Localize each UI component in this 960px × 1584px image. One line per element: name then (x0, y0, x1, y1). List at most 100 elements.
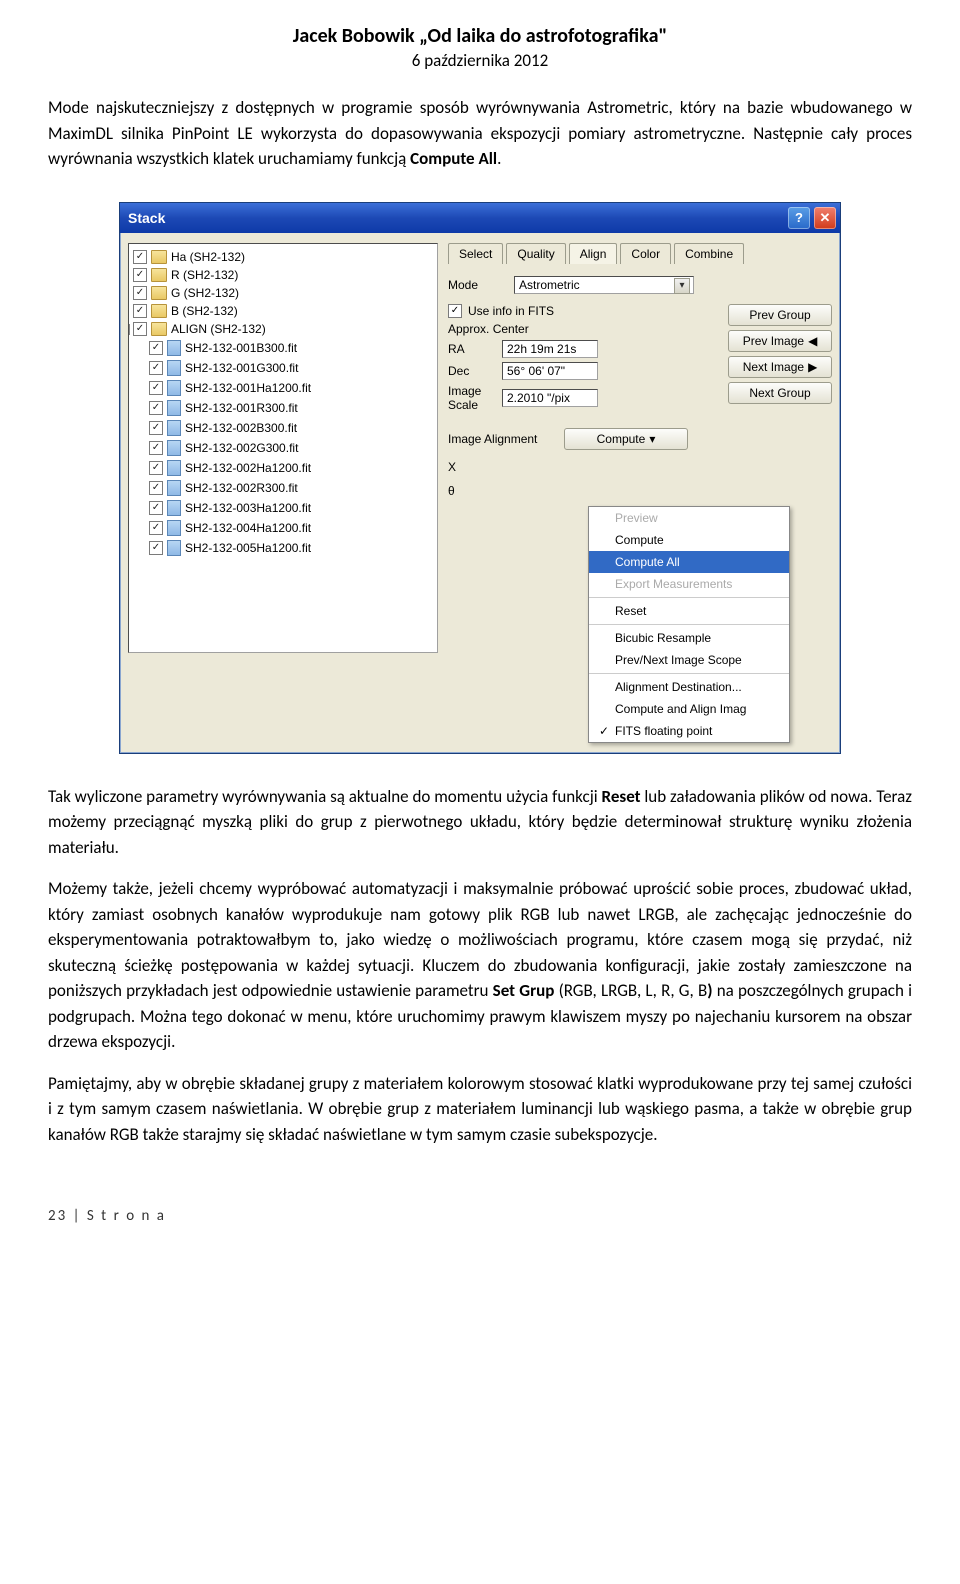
tree-group[interactable]: ✓ G (SH2-132) (133, 284, 433, 302)
paragraph-4: Pamiętajmy, aby w obrębie składanej grup… (48, 1071, 912, 1148)
close-button[interactable]: ✕ (814, 207, 836, 229)
checkbox-icon[interactable]: ✓ (149, 361, 163, 375)
stack-window: Stack ? ✕ ✓Ha (SH2-132)✓R (SH2-132)✓G (S… (119, 202, 841, 754)
menu-label: Alignment Destination... (615, 680, 742, 694)
folder-icon (151, 322, 167, 336)
tree-file[interactable]: ✓SH2-132-001B300.fit (149, 338, 433, 358)
text: Tak wyliczone parametry wyrównywania są … (48, 786, 602, 807)
tree-group[interactable]: ✓B (SH2-132) (133, 302, 433, 320)
checkbox-icon[interactable]: ✓ (149, 541, 163, 555)
text: (RGB, LRGB, L, R, G, B (554, 980, 707, 1001)
tree-file[interactable]: ✓ SH2-132-001G300.fit (149, 358, 433, 378)
file-label: SH2-132-001G300.fit (185, 361, 298, 375)
page-subtitle: 6 października 2012 (48, 50, 912, 71)
checkbox-icon[interactable]: ✓ (133, 322, 147, 336)
menu-item: Preview (589, 507, 789, 529)
compute-button[interactable]: Compute ▾ (564, 428, 688, 450)
mode-combo[interactable]: Astrometric (514, 276, 694, 294)
paragraph-3: Możemy także, jeżeli chcemy wypróbować a… (48, 876, 912, 1055)
file-icon (167, 460, 181, 476)
checkbox-icon[interactable]: ✓ (133, 304, 147, 318)
checkbox-icon[interactable]: ✓ (149, 441, 163, 455)
check-icon: ✓ (599, 724, 609, 738)
menu-item: Export Measurements (589, 573, 789, 595)
file-icon (167, 400, 181, 416)
menu-label: Compute All (615, 555, 680, 569)
file-tree[interactable]: ✓Ha (SH2-132)✓R (SH2-132)✓G (SH2-132)✓B … (128, 243, 438, 653)
menu-item[interactable]: Prev/Next Image Scope (589, 649, 789, 671)
file-label: SH2-132-003Ha1200.fit (185, 501, 311, 515)
file-label: SH2-132-002R300.fit (185, 481, 298, 495)
checkbox-icon[interactable]: ✓ (149, 401, 163, 415)
group-label: Ha (SH2-132) (171, 250, 245, 264)
checkbox-icon[interactable]: ✓ (149, 341, 163, 355)
dec-input[interactable]: 56° 06' 07" (502, 362, 598, 380)
file-icon (167, 520, 181, 536)
tree-file[interactable]: ✓ SH2-132-003Ha1200.fit (149, 498, 433, 518)
use-fits-label: Use info in FITS (468, 304, 554, 318)
tree-group[interactable]: ✓R (SH2-132) (133, 266, 433, 284)
collapse-icon[interactable]: - (128, 324, 130, 335)
menu-label: Export Measurements (615, 577, 732, 591)
group-label: G (SH2-132) (171, 286, 239, 300)
menu-item[interactable]: Alignment Destination... (589, 676, 789, 698)
menu-item[interactable]: Compute All (589, 551, 789, 573)
page-footer: 23 | S t r o n a (48, 1207, 912, 1225)
checkbox-icon[interactable]: ✓ (149, 481, 163, 495)
menu-label: Compute (615, 533, 664, 547)
tab-quality[interactable]: Quality (506, 243, 565, 264)
checkbox-icon[interactable]: ✓ (133, 268, 147, 282)
file-label: SH2-132-004Ha1200.fit (185, 521, 311, 535)
tree-file[interactable]: ✓SH2-132-002Ha1200.fit (149, 458, 433, 478)
next-image-button[interactable]: Next Image ▶ (728, 356, 832, 378)
titlebar: Stack ? ✕ (120, 203, 840, 233)
tree-group[interactable]: ✓ Ha (SH2-132) (133, 248, 433, 266)
folder-icon (151, 250, 167, 264)
tabs: SelectQualityAlignColorCombine (448, 243, 832, 264)
folder-icon (151, 286, 167, 300)
tree-file[interactable]: ✓ SH2-132-002R300.fit (149, 478, 433, 498)
tree-file[interactable]: ✓ SH2-132-001R300.fit (149, 398, 433, 418)
tree-file[interactable]: ✓SH2-132-005Ha1200.fit (149, 538, 433, 558)
checkbox-icon[interactable]: ✓ (149, 521, 163, 535)
checkbox-icon[interactable]: ✓ (149, 501, 163, 515)
window-title: Stack (128, 210, 165, 226)
tree-file[interactable]: ✓SH2-132-002B300.fit (149, 418, 433, 438)
prev-image-button[interactable]: Prev Image ◀ (728, 330, 832, 352)
scale-value: 2.2010 "/pix (507, 391, 570, 405)
menu-item[interactable]: Compute and Align Imag (589, 698, 789, 720)
keyword: Set Grup (493, 980, 555, 1001)
menu-label: Reset (615, 604, 646, 618)
help-button[interactable]: ? (788, 207, 810, 229)
use-fits-checkbox[interactable]: ✓ (448, 304, 462, 318)
ra-input[interactable]: 22h 19m 21s (502, 340, 598, 358)
menu-item[interactable]: Reset (589, 600, 789, 622)
keyword: Reset (602, 786, 641, 807)
tab-combine[interactable]: Combine (674, 243, 744, 264)
tab-align[interactable]: Align (569, 243, 618, 264)
checkbox-icon[interactable]: ✓ (133, 250, 147, 264)
tab-select[interactable]: Select (448, 243, 503, 264)
menu-label: Bicubic Resample (615, 631, 711, 645)
checkbox-icon[interactable]: ✓ (149, 461, 163, 475)
menu-item[interactable]: Bicubic Resample (589, 627, 789, 649)
tree-file[interactable]: ✓SH2-132-002G300.fit (149, 438, 433, 458)
menu-item[interactable]: Compute (589, 529, 789, 551)
checkbox-icon[interactable]: ✓ (149, 421, 163, 435)
paragraph-1: Mode najskuteczniejszy z dostępnych w pr… (48, 95, 912, 172)
prev-group-button[interactable]: Prev Group (728, 304, 832, 326)
next-group-button[interactable]: Next Group (728, 382, 832, 404)
tree-file[interactable]: ✓SH2-132-001Ha1200.fit (149, 378, 433, 398)
align-panel: SelectQualityAlignColorCombine Mode Astr… (448, 243, 832, 743)
tab-color[interactable]: Color (620, 243, 671, 264)
scale-input[interactable]: 2.2010 "/pix (502, 389, 598, 407)
tree-file[interactable]: ✓ SH2-132-004Ha1200.fit (149, 518, 433, 538)
file-icon (167, 340, 181, 356)
menu-label: Prev/Next Image Scope (615, 653, 742, 667)
file-label: SH2-132-001R300.fit (185, 401, 298, 415)
menu-item[interactable]: ✓FITS floating point (589, 720, 789, 742)
checkbox-icon[interactable]: ✓ (133, 286, 147, 300)
label: Compute (597, 432, 646, 446)
tree-group[interactable]: ✓ALIGN (SH2-132)- (133, 320, 433, 338)
checkbox-icon[interactable]: ✓ (149, 381, 163, 395)
